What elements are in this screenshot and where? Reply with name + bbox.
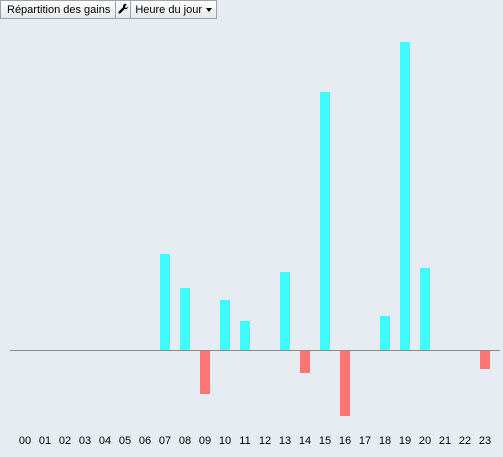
x-tick-label-20: 20 xyxy=(419,435,431,447)
bar-hour-11 xyxy=(240,321,250,350)
chart-title-label: Répartition des gains xyxy=(7,3,111,16)
bar-hour-07 xyxy=(160,254,170,350)
x-tick-label-19: 19 xyxy=(399,435,411,447)
settings-button[interactable] xyxy=(115,0,132,19)
x-tick-label-15: 15 xyxy=(319,435,331,447)
x-tick-label-09: 09 xyxy=(199,435,211,447)
x-tick-label-12: 12 xyxy=(259,435,271,447)
x-tick-labels: 00 01 02 03 04 05 06 07 08 09 10 11 12 13 14 15 16 17 18 19… xyxy=(19,435,491,447)
x-tick-label-04: 04 xyxy=(99,435,111,447)
x-tick-label-13: 13 xyxy=(279,435,291,447)
chart-title-button[interactable]: Répartition des gains xyxy=(0,0,117,19)
x-tick-label-06: 06 xyxy=(139,435,151,447)
x-tick-label-01: 01 xyxy=(39,435,51,447)
bar-hour-14 xyxy=(300,351,310,373)
bar-hour-20 xyxy=(420,268,430,350)
x-tick-label-08: 08 xyxy=(179,435,191,447)
bar-hour-15 xyxy=(320,92,330,350)
bar-hour-09 xyxy=(200,351,210,394)
x-tick-label-17: 17 xyxy=(359,435,371,447)
x-tick-label-23: 23 xyxy=(479,435,491,447)
x-tick-label-18: 18 xyxy=(379,435,391,447)
chart-toolbar: Répartition des gains Heure du jour xyxy=(0,0,217,19)
period-select[interactable]: Heure du jour xyxy=(130,0,217,19)
bar-hour-08 xyxy=(180,288,190,350)
bar-hour-19 xyxy=(400,42,410,350)
bars-group xyxy=(160,42,490,416)
wrench-icon xyxy=(118,3,129,17)
bar-hour-18 xyxy=(380,316,390,350)
bar-hour-10 xyxy=(220,300,230,350)
bar-hour-13 xyxy=(280,272,290,350)
x-tick-label-21: 21 xyxy=(439,435,451,447)
bar-hour-23 xyxy=(480,351,490,369)
x-tick-label-03: 03 xyxy=(79,435,91,447)
bar-hour-16 xyxy=(340,351,350,416)
x-tick-label-10: 10 xyxy=(219,435,231,447)
chevron-down-icon xyxy=(206,8,212,12)
x-tick-label-14: 14 xyxy=(299,435,311,447)
x-tick-label-00: 00 xyxy=(19,435,31,447)
x-tick-label-22: 22 xyxy=(459,435,471,447)
x-tick-label-16: 16 xyxy=(339,435,351,447)
x-tick-label-11: 11 xyxy=(239,435,250,447)
x-tick-label-05: 05 xyxy=(119,435,131,447)
x-tick-label-02: 02 xyxy=(59,435,71,447)
x-tick-label-07: 07 xyxy=(159,435,171,447)
period-select-value: Heure du jour xyxy=(135,3,202,16)
